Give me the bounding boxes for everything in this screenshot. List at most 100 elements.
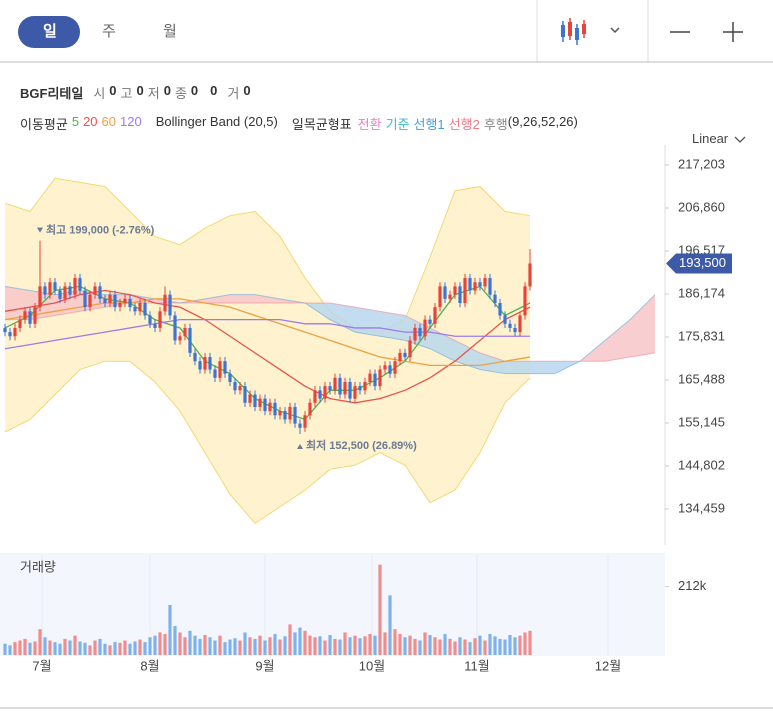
- tab[interactable]: 일: [43, 23, 57, 40]
- scale-menu[interactable]: Linear: [692, 131, 729, 146]
- stock-name: BGF리테일: [20, 86, 84, 101]
- legend-item: 기준: [385, 117, 410, 132]
- volume-bar: [288, 624, 292, 655]
- y-tick-label: 175,831: [678, 328, 725, 343]
- y-tick-label: 134,459: [678, 500, 725, 515]
- volume-bar: [228, 639, 232, 655]
- quote-value: 0: [136, 83, 144, 98]
- candle-body: [243, 386, 247, 403]
- cloud-segment: [605, 319, 630, 362]
- bollinger-upper: [4, 177, 531, 333]
- volume-bar: [198, 638, 202, 655]
- volume-background: [0, 553, 665, 656]
- candle-body: [13, 327, 17, 337]
- volume-bar: [153, 635, 157, 655]
- candle-body: [228, 373, 232, 382]
- y-tick-label: 206,860: [678, 199, 725, 214]
- candle-body: [308, 402, 312, 416]
- x-tick-label: 12월: [595, 658, 621, 673]
- volume-bar: [473, 638, 477, 655]
- volume-bar: [368, 634, 372, 655]
- cloud-segment: [355, 307, 380, 337]
- legend-item: 5: [71, 114, 80, 129]
- quote-value: 0: [243, 83, 251, 98]
- ichimoku-span: [5, 302, 656, 362]
- current-price-tag: [666, 253, 732, 274]
- volume-bar: [318, 636, 322, 655]
- chart-type-icon[interactable]: [561, 18, 586, 45]
- volume-bar: [378, 564, 382, 655]
- legend-label: 이동평균: [20, 117, 68, 132]
- candle-body: [128, 298, 132, 308]
- candle-body: [413, 327, 417, 341]
- volume-bar: [158, 632, 162, 655]
- candle-body: [423, 319, 427, 337]
- candle-body: [83, 290, 87, 308]
- change: 0: [210, 83, 218, 98]
- candle-body: [63, 286, 67, 299]
- indicator-legend: 이동평균 5 20 60 120 Bollinger Band (20,5) 일…: [20, 114, 578, 133]
- candle-body: [183, 327, 187, 337]
- volume-bar: [488, 634, 492, 655]
- max-marker: [37, 227, 43, 233]
- volume-bar: [268, 637, 272, 655]
- candle-body: [208, 357, 212, 370]
- candle-body: [368, 373, 372, 382]
- cloud-segment: [255, 294, 280, 303]
- volume-bar: [298, 627, 302, 655]
- candle-body: [288, 406, 292, 420]
- volume-bar: [93, 640, 97, 655]
- dropdown-chevron[interactable]: [610, 27, 620, 34]
- candle-body: [218, 361, 222, 378]
- zoom-in[interactable]: [723, 22, 743, 42]
- x-tick-label: 11월: [464, 658, 489, 673]
- volume-bar: [233, 638, 237, 655]
- candle-body: [403, 352, 407, 358]
- price-plot: [3, 177, 656, 525]
- volume-bar: [328, 635, 332, 655]
- candle-body: [523, 286, 527, 316]
- candle-body: [143, 303, 147, 316]
- volume-bar: [313, 637, 317, 655]
- volume-bar: [348, 637, 352, 655]
- volume-bar: [333, 638, 337, 655]
- candle-body: [118, 303, 122, 308]
- scale-chevron[interactable]: [734, 136, 746, 143]
- volume-bar: [253, 638, 257, 655]
- volume-bar: [453, 641, 457, 655]
- candle-body: [393, 361, 397, 374]
- volume-bar: [208, 637, 212, 655]
- candle-body: [48, 282, 52, 295]
- volume-bar: [38, 629, 42, 655]
- candle-body: [113, 294, 117, 308]
- candle-body: [358, 386, 362, 391]
- active-tab-bg[interactable]: [18, 16, 80, 48]
- candle-body: [513, 327, 517, 333]
- volume-bar: [178, 632, 182, 655]
- volume-bar: [438, 639, 442, 655]
- volume-bar: [213, 640, 217, 655]
- volume-bar: [408, 635, 412, 655]
- candle-body: [318, 390, 322, 399]
- candle-body: [73, 278, 77, 295]
- cloud-segment: [630, 294, 655, 358]
- tab[interactable]: 월: [163, 23, 177, 40]
- candle-body: [323, 386, 327, 399]
- candle-body: [23, 311, 27, 320]
- candle-body: [3, 327, 7, 333]
- volume-bar: [183, 637, 187, 655]
- candle-body: [233, 382, 237, 391]
- candle-body: [493, 294, 497, 303]
- volume-bar: [278, 639, 282, 655]
- candle-body: [253, 394, 257, 407]
- legend-label: 일목균형표: [291, 117, 352, 132]
- candle-body: [153, 323, 157, 328]
- candle-body: [188, 327, 192, 353]
- legend-item: 120: [120, 114, 142, 129]
- candle-body: [238, 386, 242, 391]
- candle-body: [223, 361, 227, 374]
- volume-bar: [433, 637, 437, 655]
- tab[interactable]: 주: [102, 23, 116, 40]
- volume-bar: [398, 634, 402, 655]
